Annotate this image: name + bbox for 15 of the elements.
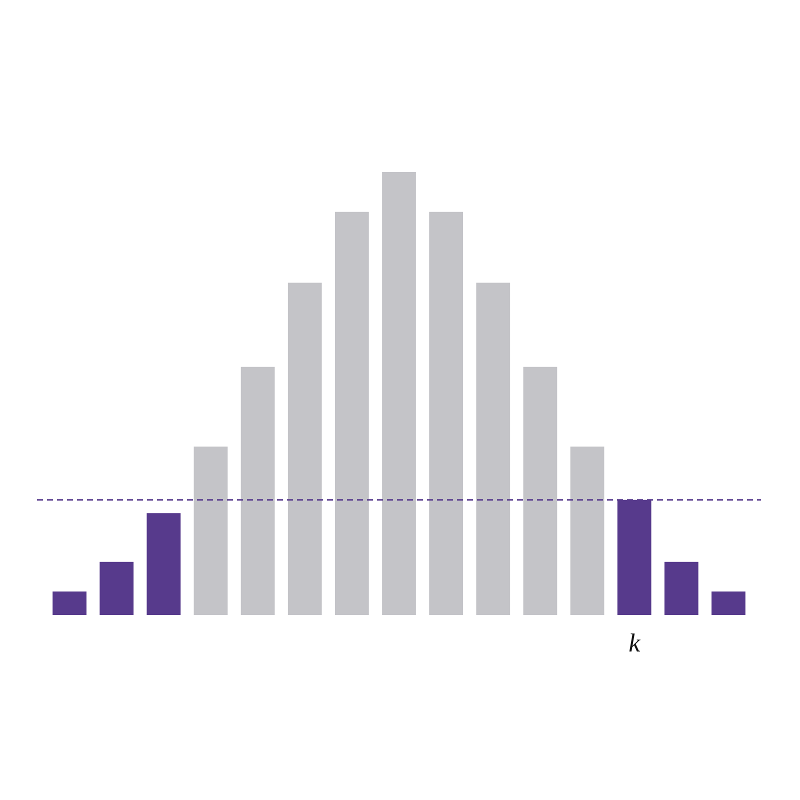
bar xyxy=(664,562,698,615)
bar xyxy=(476,282,510,615)
bar xyxy=(100,562,134,615)
bar xyxy=(382,172,416,615)
bar xyxy=(240,366,275,615)
bar xyxy=(146,513,181,615)
bar xyxy=(194,446,228,615)
bar xyxy=(334,212,369,615)
bar xyxy=(523,366,558,615)
bar xyxy=(52,592,86,615)
bar xyxy=(712,592,746,615)
bar xyxy=(570,446,604,615)
x-tick-label: k xyxy=(628,628,641,658)
bar xyxy=(288,282,322,615)
bar xyxy=(429,212,464,615)
